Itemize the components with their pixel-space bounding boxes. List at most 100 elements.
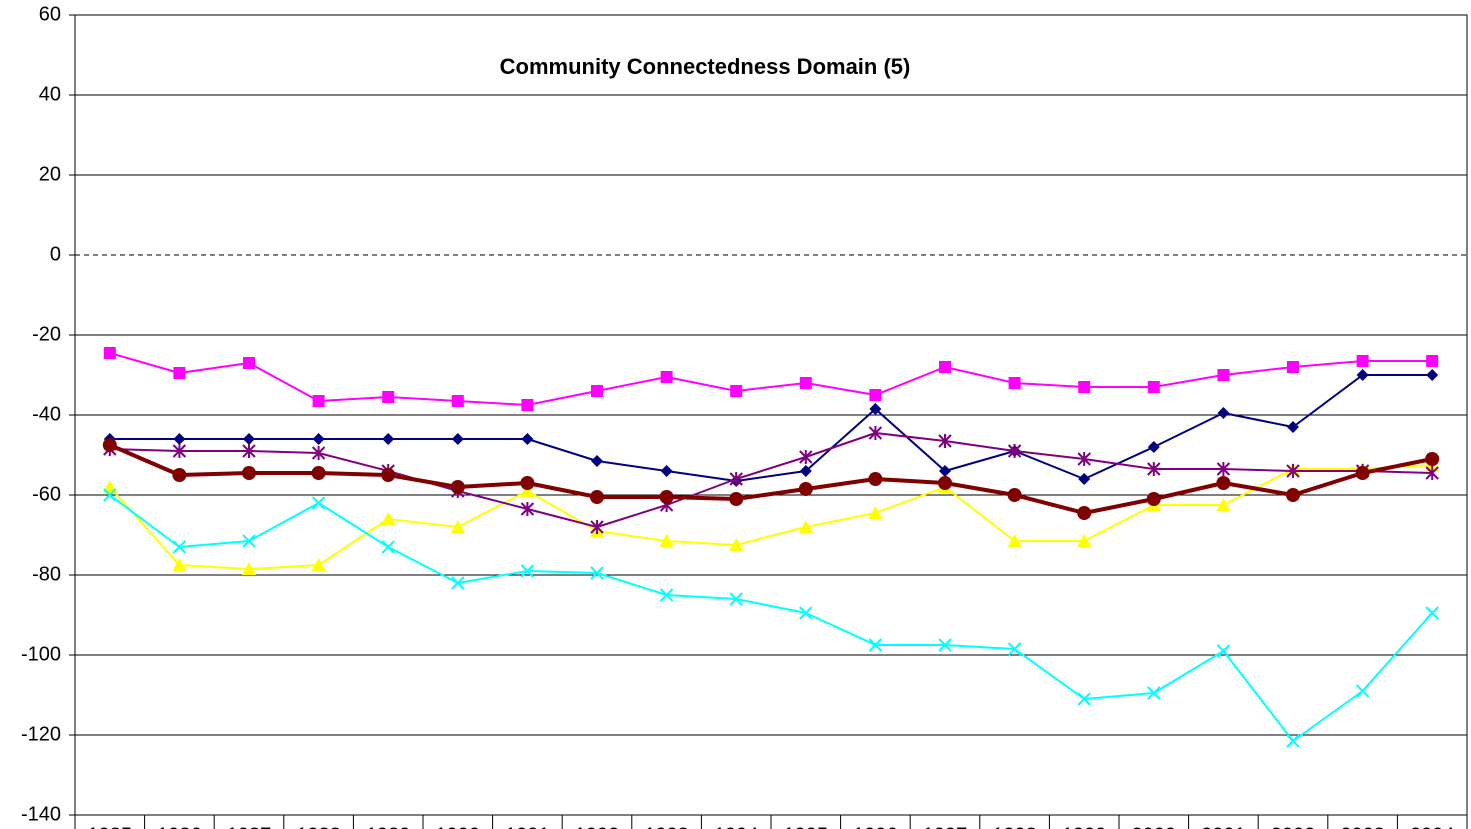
marker bbox=[729, 472, 743, 486]
marker bbox=[799, 465, 812, 477]
marker bbox=[311, 446, 326, 460]
x-tick-label: 1998 bbox=[992, 824, 1037, 829]
marker bbox=[1286, 734, 1300, 748]
x-tick-label: 1991 bbox=[505, 824, 550, 829]
marker bbox=[103, 488, 117, 502]
y-tick-label: 60 bbox=[39, 3, 61, 25]
marker bbox=[729, 492, 744, 506]
y-tick-label: -100 bbox=[21, 643, 61, 665]
y-tick-label: -20 bbox=[32, 323, 61, 345]
y-tick-label: 40 bbox=[39, 83, 61, 105]
marker bbox=[1216, 644, 1231, 658]
marker bbox=[869, 389, 882, 401]
marker bbox=[450, 480, 465, 494]
marker bbox=[451, 395, 464, 407]
marker bbox=[729, 592, 743, 606]
marker bbox=[520, 502, 535, 516]
marker bbox=[659, 490, 674, 504]
marker bbox=[799, 377, 812, 389]
x-tick-label: 2004 bbox=[1410, 824, 1455, 829]
marker bbox=[1147, 441, 1160, 453]
marker bbox=[660, 465, 673, 477]
x-tick-label: 1989 bbox=[366, 824, 411, 829]
marker bbox=[798, 520, 813, 533]
marker bbox=[381, 540, 395, 554]
marker bbox=[311, 558, 326, 571]
x-tick-label: 1997 bbox=[923, 824, 968, 829]
x-tick-label: 2001 bbox=[1201, 824, 1246, 829]
marker bbox=[1425, 452, 1440, 466]
marker bbox=[1007, 642, 1022, 656]
x-tick-label: 1992 bbox=[575, 824, 620, 829]
marker bbox=[243, 433, 255, 445]
marker bbox=[938, 476, 952, 490]
marker bbox=[1008, 377, 1021, 389]
marker bbox=[1286, 488, 1300, 502]
marker bbox=[868, 506, 883, 519]
marker bbox=[242, 562, 256, 575]
marker bbox=[451, 433, 464, 445]
marker bbox=[381, 512, 396, 525]
y-tick-label: 20 bbox=[39, 163, 61, 185]
marker bbox=[1007, 488, 1022, 502]
marker bbox=[520, 476, 535, 490]
marker bbox=[382, 391, 395, 403]
marker bbox=[1216, 476, 1231, 490]
y-tick-label: -40 bbox=[32, 403, 61, 425]
marker bbox=[1426, 369, 1439, 381]
series-line bbox=[109, 464, 1433, 570]
marker bbox=[1078, 381, 1091, 393]
marker bbox=[869, 403, 882, 415]
x-tick-label: 2000 bbox=[1132, 824, 1177, 829]
marker bbox=[939, 465, 951, 477]
series-line bbox=[109, 432, 1433, 528]
marker bbox=[1426, 355, 1439, 367]
marker bbox=[868, 426, 883, 440]
marker bbox=[1146, 492, 1161, 506]
marker bbox=[1355, 466, 1370, 480]
marker bbox=[312, 395, 325, 407]
marker bbox=[939, 361, 951, 373]
marker bbox=[102, 480, 117, 493]
marker bbox=[729, 538, 744, 551]
marker bbox=[590, 566, 604, 580]
y-tick-label: -120 bbox=[21, 723, 61, 745]
series-line bbox=[109, 494, 1433, 742]
x-tick-label: 1990 bbox=[436, 824, 481, 829]
marker bbox=[591, 455, 603, 467]
marker bbox=[799, 606, 813, 620]
marker bbox=[172, 540, 187, 554]
marker bbox=[451, 576, 465, 590]
marker bbox=[242, 444, 256, 458]
marker bbox=[520, 484, 535, 497]
marker bbox=[1356, 369, 1369, 381]
x-tick-label: 1999 bbox=[1062, 824, 1107, 829]
marker bbox=[172, 444, 187, 458]
marker bbox=[868, 472, 883, 486]
marker bbox=[1286, 464, 1300, 478]
marker bbox=[242, 466, 256, 480]
marker bbox=[938, 638, 952, 652]
x-tick-label: 1986 bbox=[157, 824, 202, 829]
x-tick-label: 1988 bbox=[296, 824, 341, 829]
marker bbox=[173, 433, 186, 445]
marker bbox=[1077, 506, 1092, 520]
marker bbox=[660, 371, 673, 383]
marker bbox=[1147, 462, 1161, 476]
marker bbox=[1356, 355, 1369, 367]
chart-title: Community Connectedness Domain (5) bbox=[500, 54, 911, 79]
series-line bbox=[109, 443, 1433, 515]
marker bbox=[242, 534, 256, 548]
marker bbox=[591, 385, 603, 397]
marker bbox=[520, 564, 535, 578]
x-tick-label: 1985 bbox=[88, 824, 133, 829]
marker bbox=[799, 450, 813, 464]
marker bbox=[381, 468, 396, 482]
marker bbox=[173, 367, 186, 379]
marker bbox=[1216, 498, 1231, 511]
x-tick-label: 1987 bbox=[227, 824, 272, 829]
marker bbox=[450, 520, 465, 533]
x-tick-label: 1994 bbox=[714, 824, 759, 829]
marker bbox=[590, 490, 604, 504]
